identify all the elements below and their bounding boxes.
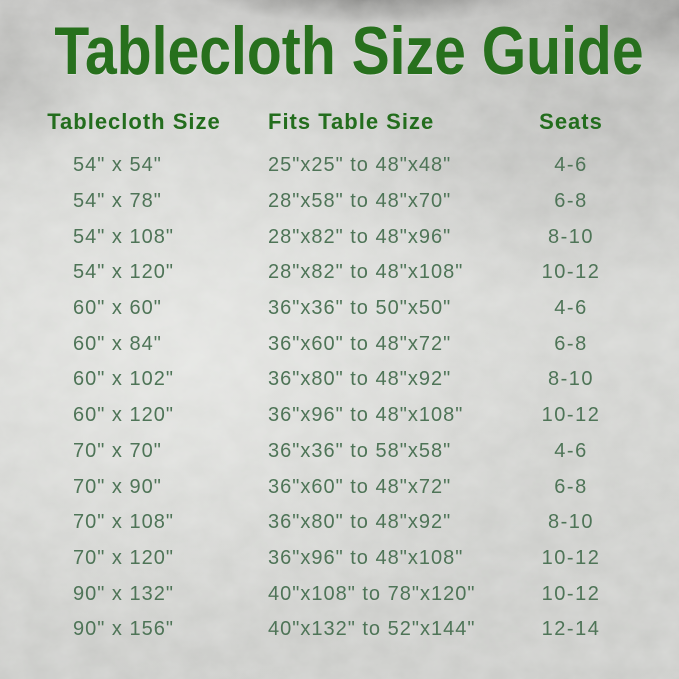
tablecloth-size-cell: 70" x 90": [73, 475, 162, 498]
table-row: 54" x 108" 28"x82" to 48"x96" 8-10: [0, 219, 679, 255]
table-row: 70" x 108" 36"x80" to 48"x92" 8-10: [0, 505, 679, 541]
seats-cell: 4-6: [554, 439, 588, 462]
tablecloth-size-cell: 60" x 84": [73, 332, 162, 355]
fits-table-size-cell: 40"x132" to 52"x144": [268, 618, 476, 641]
table-row: 90" x 132" 40"x108" to 78"x120" 10-12: [0, 576, 679, 612]
seats-cell: 8-10: [547, 225, 595, 248]
fits-table-size-cell: 36"x96" to 48"x108": [268, 404, 464, 427]
fits-table-size-cell: 28"x82" to 48"x96": [268, 225, 452, 248]
table-row: 60" x 60" 36"x36" to 50"x50" 4-6: [0, 291, 679, 327]
fits-table-size-cell: 36"x60" to 48"x72": [268, 475, 452, 498]
table-row: 54" x 54" 25"x25" to 48"x48" 4-6: [0, 148, 679, 184]
tablecloth-size-cell: 70" x 108": [73, 511, 174, 534]
fits-table-size-cell: 36"x60" to 48"x72": [268, 332, 452, 355]
tablecloth-size-cell: 60" x 60": [73, 297, 162, 320]
fits-table-size-cell: 28"x82" to 48"x108": [268, 261, 464, 284]
seats-cell: 10-12: [541, 404, 601, 427]
fits-table-size-cell: 40"x108" to 78"x120": [268, 582, 476, 605]
seats-cell: 8-10: [547, 511, 595, 534]
seats-cell: 4-6: [554, 154, 588, 177]
seats-cell: 12-14: [541, 618, 601, 641]
table-row: 54" x 78" 28"x58" to 48"x70" 6-8: [0, 184, 679, 220]
tablecloth-size-cell: 60" x 102": [73, 368, 174, 391]
header-fits-table-size: Fits Table Size: [268, 109, 435, 134]
seats-cell: 6-8: [554, 475, 588, 498]
table-row: 90" x 156" 40"x132" to 52"x144" 12-14: [0, 612, 679, 648]
table-row: 70" x 70" 36"x36" to 58"x58" 4-6: [0, 434, 679, 470]
tablecloth-size-cell: 60" x 120": [73, 404, 174, 427]
seats-cell: 10-12: [541, 582, 601, 605]
fits-table-size-cell: 36"x36" to 58"x58": [268, 439, 452, 462]
seats-cell: 4-6: [554, 297, 588, 320]
table-row: 70" x 90" 36"x60" to 48"x72" 6-8: [0, 469, 679, 505]
table-row: 60" x 102" 36"x80" to 48"x92" 8-10: [0, 362, 679, 398]
table-row: 70" x 120" 36"x96" to 48"x108" 10-12: [0, 541, 679, 577]
fits-table-size-cell: 36"x96" to 48"x108": [268, 546, 464, 569]
tablecloth-size-cell: 54" x 78": [73, 190, 162, 213]
tablecloth-size-cell: 90" x 132": [73, 582, 174, 605]
fits-table-size-cell: 36"x80" to 48"x92": [268, 511, 452, 534]
table-row: 60" x 84" 36"x60" to 48"x72" 6-8: [0, 326, 679, 362]
seats-cell: 8-10: [547, 368, 595, 391]
table-header-row: Tablecloth Size Fits Table Size Seats: [0, 104, 679, 140]
table-row: 54" x 120" 28"x82" to 48"x108" 10-12: [0, 255, 679, 291]
table-row: 60" x 120" 36"x96" to 48"x108" 10-12: [0, 398, 679, 434]
page-title: Tablecloth Size Guide: [54, 13, 644, 89]
fits-table-size-cell: 36"x80" to 48"x92": [268, 368, 452, 391]
tablecloth-size-cell: 54" x 120": [73, 261, 174, 284]
tablecloth-size-cell: 90" x 156": [73, 618, 174, 641]
fits-table-size-cell: 36"x36" to 50"x50": [268, 297, 452, 320]
tablecloth-size-cell: 54" x 108": [73, 225, 174, 248]
tablecloth-size-cell: 54" x 54": [73, 154, 162, 177]
fits-table-size-cell: 25"x25" to 48"x48": [268, 154, 452, 177]
seats-cell: 10-12: [541, 546, 601, 569]
seats-cell: 10-12: [541, 261, 601, 284]
seats-cell: 6-8: [554, 332, 588, 355]
fits-table-size-cell: 28"x58" to 48"x70": [268, 190, 452, 213]
header-seats: Seats: [539, 109, 603, 134]
seats-cell: 6-8: [554, 190, 588, 213]
table-body: 54" x 54" 25"x25" to 48"x48" 4-6 54" x 78" 2…: [0, 148, 679, 648]
header-tablecloth-size: Tablecloth Size: [47, 109, 221, 134]
tablecloth-size-cell: 70" x 120": [73, 546, 174, 569]
tablecloth-size-cell: 70" x 70": [73, 439, 162, 462]
